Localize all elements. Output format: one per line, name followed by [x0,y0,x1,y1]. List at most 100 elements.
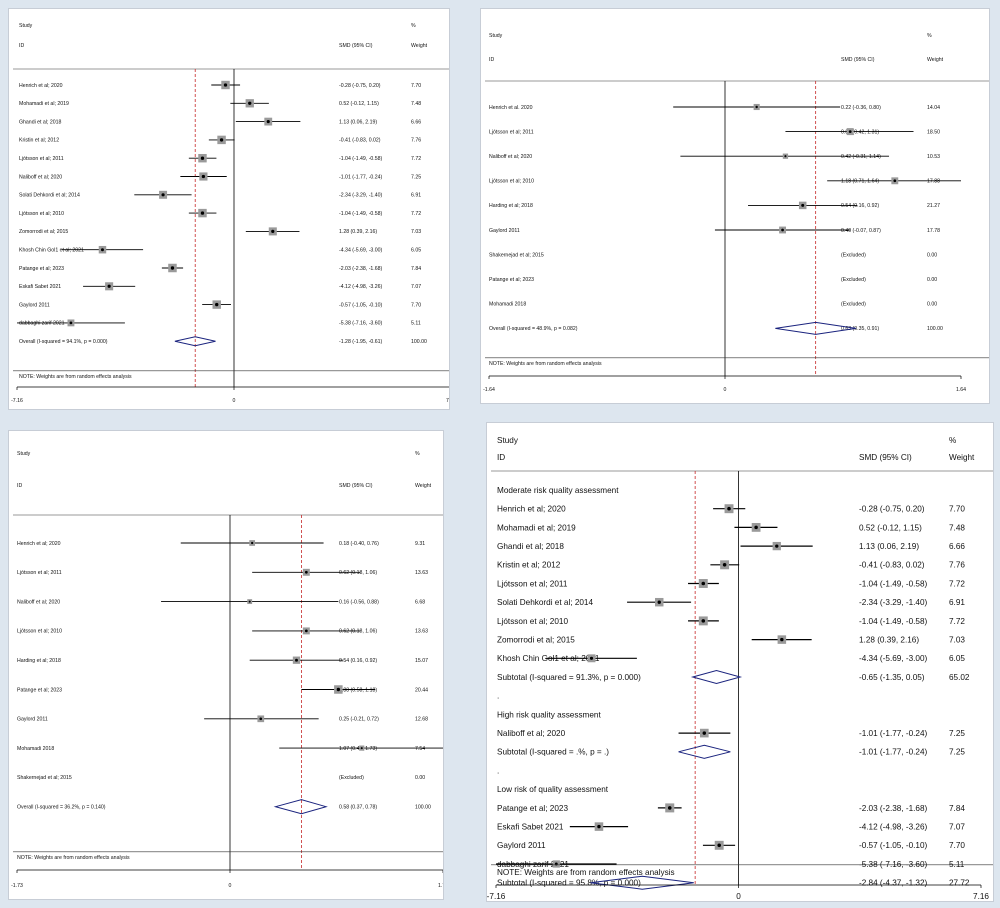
ci-text: -2.34 (-3.29, -1.40) [859,598,928,607]
weight-text: 7.72 [949,617,965,626]
header-percent: % [411,23,416,29]
study-label: Patange et al; 2023 [17,687,62,693]
ci-text: 0.52 (-0.12, 1.15) [339,101,379,107]
study-label: Patange et al; 2023 [489,277,534,283]
forest-plot-1-svg: Study % ID SMD (95% CI) Weight Henrich et al;… [11,23,449,404]
study-label: Ghandi et al; 2018 [19,119,62,125]
study-label: Eskafi Sabet 2021 [497,822,564,831]
weight-text: 7.84 [949,804,965,813]
x-tick-label: 0 [724,387,727,393]
weight-text: 17.88 [927,179,940,185]
study-label: Gaylord 2011 [489,228,520,234]
point-estimate [589,656,594,660]
ci-text: 0.22 (-0.36, 0.80) [841,105,881,111]
ci-text: 1.18 (0.71, 1.64) [841,179,879,185]
study-label: Ljótsson et al; 2011 [19,156,64,162]
header-weight: Weight [415,483,432,489]
ci-text: (Excluded) [841,252,866,258]
point-estimate [775,544,779,548]
weight-text: 9.31 [415,541,425,547]
forest-plot-subgroups: Study% ID SMD (95% CI) Weight Moderate risk … [486,422,994,902]
weight-text: 21.27 [927,203,940,209]
weight-text: 6.91 [411,193,421,199]
subtotal-diamond [678,744,731,759]
study-label: Mohamadi et al; 2019 [19,101,69,107]
study-label: Patange et al; 2023 [497,804,568,813]
point-estimate [801,203,805,207]
x-tick-label: 0 [233,398,236,404]
weight-text: 7.25 [949,748,965,757]
ci-text: 0.40 (-0.07, 0.87) [841,228,881,234]
point-estimate [657,600,661,604]
ci-text: (Excluded) [339,775,364,781]
point-estimate [107,284,111,288]
ci-text: 0.42 (-0.31, 1.14) [841,154,881,160]
weight-text: 6.91 [949,598,965,607]
weight-text: 14.04 [927,105,940,111]
ci-text: (Excluded) [841,277,866,283]
spacer-dot: . [497,897,499,901]
weight-text: 27.72 [949,879,970,888]
point-estimate [200,156,205,160]
ci-text: 1.13 (0.06, 2.19) [859,542,919,551]
weight-text: 7.70 [411,83,421,89]
weight-text: 65.02 [949,673,970,682]
weight-text: 7.25 [949,729,965,738]
forest-plot-3-svg: Study % ID SMD (95% CI) Weight Henrich et al;… [11,451,443,889]
ci-text: -2.03 (-2.38, -1.68) [339,266,383,272]
point-estimate [266,120,270,124]
ci-text: -2.03 (-2.38, -1.68) [859,804,928,813]
header-study: Study [497,436,519,445]
weight-text: 7.72 [949,579,965,588]
study-label: Ljótsson et al; 2010 [19,211,64,217]
note-text: NOTE: Weights are from random effects an… [19,374,132,380]
weight-text: 7.48 [411,101,421,107]
point-estimate [667,806,672,810]
spacer-dot: . [497,766,499,775]
study-label: Shakernejad et al; 2015 [17,775,72,781]
header-weight: Weight [949,453,975,462]
weight-text: 7.72 [411,156,421,162]
weight-text: 7.70 [949,505,965,514]
ci-text: -2.34 (-3.29, -1.40) [339,193,383,199]
point-estimate [304,629,308,633]
overall-diamond [273,799,328,815]
point-estimate [727,506,731,511]
header-id: ID [17,483,22,489]
x-tick-label: -7.16 [11,398,23,404]
ci-text: -1.04 (-1.49, -0.58) [339,156,383,162]
study-label: Ljótsson et al; 2010 [497,617,568,626]
subtotal-label: Subtotal (I-squared = 91.3%, p = 0.000) [497,673,641,682]
point-estimate [755,105,758,109]
study-label: Gaylord 2011 [497,841,546,850]
x-tick-label: -7.16 [487,892,506,901]
weight-text: 5.11 [949,860,965,869]
ci-text: -0.28 (-0.75, 0.20) [859,505,925,514]
forest-plot-2-svg: Study % ID SMD (95% CI) Weight Henrich et al.… [483,33,989,393]
header-study: Study [19,23,33,29]
study-label: Eskafi Sabet 2021 [19,284,61,290]
ci-text: -0.28 (-0.75, 0.20) [339,83,381,89]
ci-text: -0.41 (-0.83, 0.02) [339,138,381,144]
header-smd: SMD (95% CI) [841,57,875,63]
weight-text: 7.84 [411,266,421,272]
header-id: ID [497,453,505,462]
weight-text: 7.48 [949,523,965,532]
study-label: Naliboff et al; 2020 [17,599,60,605]
overall-label: Overall (I-squared = 48.9%, p = 0.082) [489,326,578,332]
header-weight: Weight [411,43,428,49]
overall-diamond [775,321,857,335]
study-label: Naliboff et al; 2020 [489,154,532,160]
header-smd: SMD (95% CI) [339,43,373,49]
point-estimate [170,266,175,270]
header-percent: % [927,33,932,39]
weight-text: 18.50 [927,129,940,135]
study-label: Patange et al; 2023 [19,266,64,272]
point-estimate [702,731,707,735]
x-tick-label: 7.16 [973,892,989,901]
study-label: Henrich et al; 2020 [19,83,63,89]
ci-text: -5.38 (-7.16, -3.60) [339,321,383,327]
header-study: Study [489,33,503,39]
weight-text: 100.00 [415,805,431,811]
study-label: Ljótsson et al; 2011 [497,579,568,588]
